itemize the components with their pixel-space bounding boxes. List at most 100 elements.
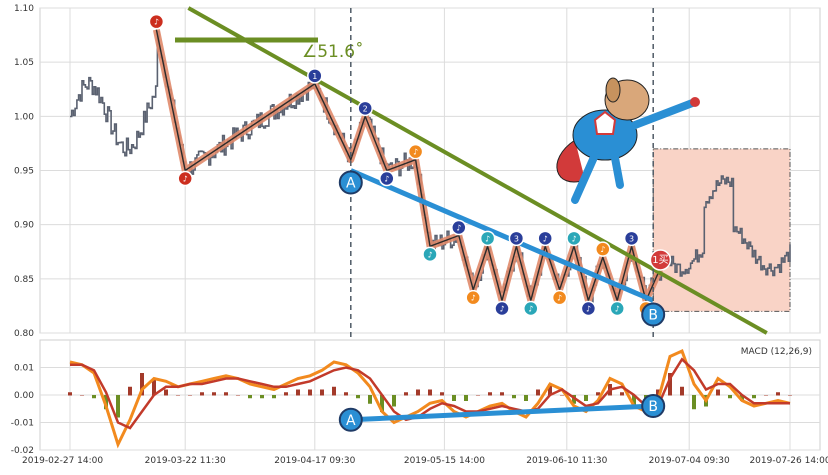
pivot-marker xyxy=(609,300,625,317)
pivot-marker xyxy=(148,13,165,30)
signal-line xyxy=(70,357,790,430)
macd-histogram-bar xyxy=(752,395,756,399)
macd-histogram-bar xyxy=(512,395,516,399)
ab-marker-label: B xyxy=(648,308,658,324)
pivot-marker-label: ♪ xyxy=(600,245,605,254)
pivot-marker-label: 1 xyxy=(312,72,317,81)
macd-histogram-bar xyxy=(356,395,360,399)
pivot-marker xyxy=(379,170,395,187)
macd-histogram-bar xyxy=(296,389,300,396)
macd-histogram-bar xyxy=(68,392,72,396)
dog-fist xyxy=(690,97,700,107)
pivot-marker xyxy=(537,230,553,247)
macd-histogram-bar xyxy=(116,395,120,418)
pivot-marker-label: ♪ xyxy=(183,175,188,184)
x-tick-label: 2019-05-15 14:00 xyxy=(404,456,485,466)
price-panel: 0.80 0.85 0.90 0.95 1.00 1.05 1.10 ∠51.6˚ ♪ ♪ 1 2 ♪ ♪… xyxy=(14,4,821,450)
price-ytick-label: 0.95 xyxy=(14,167,34,177)
macd-histogram-bar xyxy=(464,395,468,401)
zigzag-inner xyxy=(155,29,662,304)
pivot-marker-label: 1买 xyxy=(652,254,668,266)
macd-ab-marker-label: A xyxy=(346,413,356,429)
macd-histogram-bar xyxy=(548,384,552,396)
x-tick-label: 2019-04-17 09:30 xyxy=(274,456,355,466)
pivot-marker-label: ♪ xyxy=(456,224,461,233)
macd-histogram-bar xyxy=(248,395,252,399)
macd-histogram-bar xyxy=(788,395,792,396)
dog-ear xyxy=(605,77,621,103)
macd-histogram-bar xyxy=(776,392,780,396)
macd-histogram-bar xyxy=(368,395,372,404)
pivot-marker xyxy=(307,68,323,84)
consolidation-box xyxy=(652,148,791,312)
price-ytick-label: 1.05 xyxy=(14,58,34,68)
macd-histogram-bar xyxy=(572,395,576,404)
pivot-marker xyxy=(479,230,496,247)
pivot-marker-label: 3 xyxy=(514,234,519,243)
pivot-marker xyxy=(595,241,611,257)
macd-histogram-bar xyxy=(728,395,732,399)
x-tick-label: 2019-02-27 14:00 xyxy=(22,456,103,466)
pivot-marker-label: ♪ xyxy=(471,294,476,303)
macd-histogram-bar xyxy=(668,373,672,396)
macd-histogram-bar xyxy=(596,392,600,396)
pivot-marker-label: ♪ xyxy=(615,305,620,314)
price-ytick-label: 0.90 xyxy=(14,221,34,231)
price-ytick-label: 1.00 xyxy=(14,112,34,122)
superhero-dog-icon xyxy=(556,77,700,204)
pivot-marker xyxy=(407,143,424,160)
macd-histogram-bar xyxy=(284,392,288,396)
dog-leg xyxy=(611,154,624,189)
pivot-marker-label: ♪ xyxy=(499,305,504,314)
macd-histogram-bar xyxy=(80,395,84,396)
macd-histogram-bar xyxy=(584,395,588,401)
macd-histogram-bar xyxy=(680,386,684,396)
macd-histogram-bar xyxy=(344,392,348,396)
macd-ytick-label: -0.01 xyxy=(11,419,34,429)
macd-ab-line xyxy=(350,403,654,423)
macd-histogram-bar xyxy=(404,392,408,396)
dog-arm xyxy=(631,98,699,129)
ab-line xyxy=(349,168,655,303)
pivot-marker-label: ♪ xyxy=(384,175,389,184)
pivot-marker xyxy=(649,249,672,271)
pivot-marker-label: ♪ xyxy=(427,250,432,259)
pivot-marker xyxy=(523,300,539,317)
pivot-marker xyxy=(422,246,438,263)
macd-histogram-bar xyxy=(764,395,768,396)
macd-histogram-bar xyxy=(500,392,504,396)
macd-histogram-bar xyxy=(560,395,564,396)
pivot-marker xyxy=(551,289,568,306)
macd-histogram-bar xyxy=(716,389,720,396)
pivot-marker-label: 3 xyxy=(629,234,634,243)
ab-marker-a xyxy=(338,170,363,195)
macd-histogram-bar xyxy=(128,386,132,396)
x-tick-label: 2019-03-22 11:30 xyxy=(145,456,226,466)
macd-histogram-bar xyxy=(140,373,144,396)
x-axis: 2019-02-27 14:00 2019-03-22 11:30 2019-04-… xyxy=(22,456,828,466)
macd-histogram-bar xyxy=(392,395,396,407)
macd-histogram-bar xyxy=(176,395,180,396)
macd-ab-marker-label: B xyxy=(648,399,658,415)
macd-histogram-bar xyxy=(152,378,156,396)
macd-histogram-bar xyxy=(416,389,420,396)
pivot-marker xyxy=(623,230,640,247)
price-ytick-label: 0.85 xyxy=(14,275,34,285)
macd-histogram-bar xyxy=(212,392,216,396)
macd-histogram-bar xyxy=(452,395,456,401)
pivot-marker-label: ♪ xyxy=(154,18,159,27)
macd-legend: MACD (12,26,9) xyxy=(741,347,812,357)
macd-histogram-bar xyxy=(692,395,696,410)
macd-histogram-bar xyxy=(200,392,204,396)
macd-histogram-bar xyxy=(740,395,744,401)
macd-histogram-bar xyxy=(476,395,480,396)
pivot-marker xyxy=(177,170,193,187)
pivot-marker-label: ♪ xyxy=(413,148,418,157)
macd-panel: -0.02 -0.01 0.00 0.01 MACD (12,26,9) A B xyxy=(11,339,821,456)
macd-histogram-bar xyxy=(92,395,96,399)
pivot-marker-label: ♪ xyxy=(528,305,533,314)
macd-ytick-label: 0.01 xyxy=(14,364,34,374)
macd-histogram-bar xyxy=(236,395,240,396)
